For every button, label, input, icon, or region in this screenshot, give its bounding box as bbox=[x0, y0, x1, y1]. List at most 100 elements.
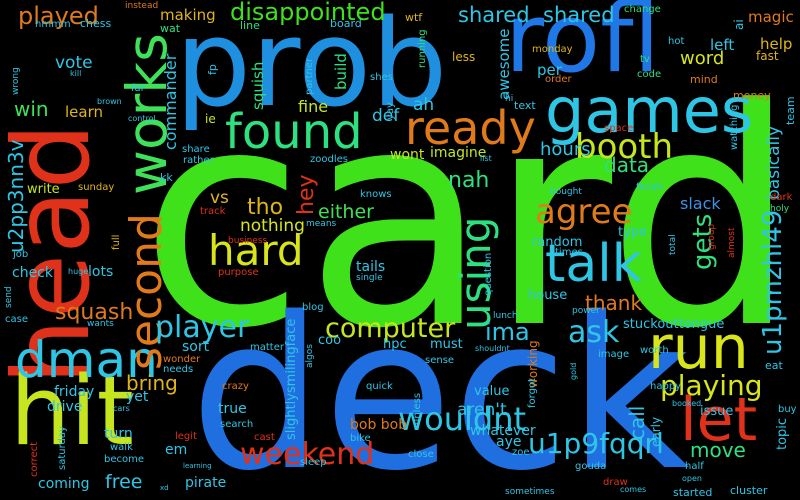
word-booth: booth bbox=[575, 127, 674, 167]
word-yet: yet bbox=[126, 389, 149, 405]
word-played: played bbox=[18, 2, 99, 30]
word-data: data bbox=[604, 153, 650, 177]
word-second: second bbox=[121, 213, 172, 370]
word-text: text bbox=[514, 99, 536, 112]
word-vote: vote bbox=[55, 53, 93, 73]
word-huge: huge bbox=[68, 267, 89, 276]
word-squash: squash bbox=[55, 300, 134, 325]
word-board: board bbox=[330, 17, 362, 30]
word-zoodles: zoodles bbox=[310, 154, 348, 165]
word-bob-bob: bob bob bbox=[350, 417, 408, 433]
word-tho: tho bbox=[247, 195, 284, 220]
word-help: help bbox=[760, 35, 793, 53]
word-u2pp3nn3v: u2pp3nn3v bbox=[4, 139, 28, 253]
word-hit: hit bbox=[10, 357, 134, 467]
word-draw: draw bbox=[603, 477, 628, 488]
word-drive: drive bbox=[47, 399, 83, 415]
word-lunch: lunch bbox=[493, 311, 518, 321]
word-wants: wants bbox=[87, 319, 114, 329]
word-wtf: wtf bbox=[405, 11, 423, 24]
word-line: line bbox=[240, 19, 260, 32]
word-magic: magic bbox=[748, 8, 794, 26]
word-gouda: gouda bbox=[575, 461, 607, 472]
word-ai: ai bbox=[732, 19, 746, 30]
word-partner: partner bbox=[304, 57, 315, 95]
word-knows: knows bbox=[360, 189, 392, 200]
word-rather: rather bbox=[183, 155, 214, 166]
word-team: team bbox=[784, 96, 797, 125]
word-mind: mind bbox=[690, 73, 718, 86]
word-cast: cast bbox=[254, 432, 275, 443]
word-group: group bbox=[707, 223, 717, 250]
word-player: player bbox=[155, 310, 250, 345]
word-random: random bbox=[532, 235, 583, 250]
word-bought: bought bbox=[550, 187, 582, 197]
word-open: open bbox=[682, 474, 702, 483]
word-running: running bbox=[417, 29, 428, 68]
word-eat: eat bbox=[765, 359, 783, 372]
word-comes: comes bbox=[620, 485, 647, 494]
word-gold: gold bbox=[569, 362, 578, 380]
word-shes: shes bbox=[370, 72, 393, 83]
word-needs: needs bbox=[163, 364, 194, 375]
word-arent: aren't bbox=[457, 400, 507, 420]
word-fp: fp bbox=[206, 64, 219, 75]
word-kill: kill bbox=[70, 69, 82, 78]
word-prob: prob bbox=[175, 0, 448, 134]
word-walk: walk bbox=[110, 442, 133, 453]
word-talk: talk bbox=[545, 234, 642, 294]
word-cars: cars bbox=[113, 404, 130, 413]
word-means: means bbox=[306, 219, 337, 229]
word-wouldnt: wouldnt bbox=[398, 400, 527, 438]
word-shouldnt: shouldnt bbox=[475, 344, 510, 353]
word-forgot: forgot bbox=[527, 378, 538, 408]
word-times: times bbox=[555, 247, 583, 258]
word-space: space bbox=[604, 123, 634, 134]
word-money: money bbox=[733, 89, 771, 102]
word-slightlysmilingface: slightlysmilingface bbox=[284, 318, 299, 440]
word-write: write bbox=[27, 182, 60, 197]
word-full: full bbox=[111, 234, 122, 250]
word-wrong: wrong bbox=[11, 67, 21, 95]
word-ima: ima bbox=[485, 318, 530, 346]
word-nothing: nothing bbox=[240, 216, 305, 236]
word-imagine: imagine bbox=[430, 145, 487, 161]
word-less: less bbox=[452, 50, 476, 64]
word-slack: slack bbox=[680, 194, 721, 213]
word-sort: sort bbox=[182, 339, 210, 355]
word-dman: dman bbox=[15, 331, 158, 389]
word-hard: hard bbox=[208, 226, 304, 275]
word-aye: aye bbox=[496, 434, 522, 450]
word-friday: friday bbox=[54, 384, 95, 400]
word-single: single bbox=[356, 273, 383, 283]
word-question: question bbox=[483, 252, 494, 296]
word-list: list bbox=[480, 154, 492, 163]
word-zoe: zoe bbox=[512, 447, 530, 458]
word-blog: blog bbox=[302, 302, 324, 313]
word-call: call bbox=[625, 405, 649, 440]
word-xd: xd bbox=[160, 484, 169, 492]
word-bring: bring bbox=[126, 371, 178, 395]
word-unless: unless bbox=[412, 392, 423, 425]
word-wont: wont bbox=[390, 147, 425, 163]
word-bike: bike bbox=[350, 433, 371, 444]
word-finish: finish bbox=[636, 182, 663, 193]
word-hpc: hpc bbox=[383, 337, 407, 352]
word-total: total bbox=[668, 234, 678, 255]
word-hi: hi bbox=[505, 94, 514, 104]
word-u1p9fqqrl: u1p9fqqrl bbox=[528, 427, 664, 460]
word-quick: quick bbox=[366, 381, 393, 392]
word-hot: hot bbox=[668, 36, 685, 47]
word-holy: holy bbox=[770, 204, 790, 214]
word-close: close bbox=[408, 449, 434, 460]
word-let: let bbox=[680, 385, 758, 455]
word-far: far bbox=[131, 83, 145, 94]
word-u1pmzhl49: u1pmzhl49 bbox=[758, 209, 788, 355]
word-deck: deck bbox=[190, 272, 690, 500]
word-computer: computer bbox=[325, 313, 456, 344]
word-chess: chess bbox=[80, 17, 112, 30]
word-awesome: awesome bbox=[495, 28, 513, 100]
word-hmmm: hmmm bbox=[35, 19, 71, 30]
word-free: free bbox=[105, 471, 143, 493]
word-games: games bbox=[545, 74, 754, 147]
